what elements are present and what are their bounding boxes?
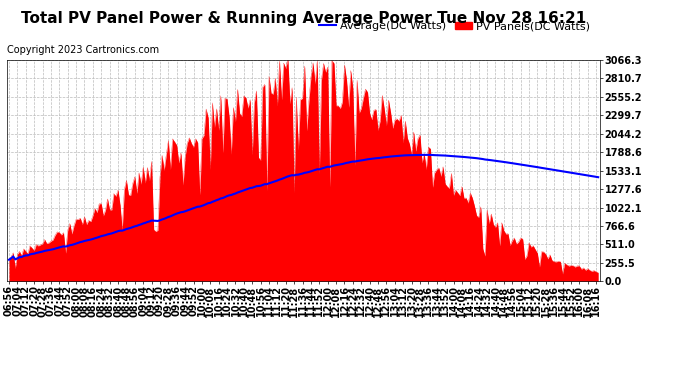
Legend: Average(DC Watts), PV Panels(DC Watts): Average(DC Watts), PV Panels(DC Watts) (315, 17, 595, 36)
Text: Copyright 2023 Cartronics.com: Copyright 2023 Cartronics.com (7, 45, 159, 55)
Text: Total PV Panel Power & Running Average Power Tue Nov 28 16:21: Total PV Panel Power & Running Average P… (21, 11, 586, 26)
